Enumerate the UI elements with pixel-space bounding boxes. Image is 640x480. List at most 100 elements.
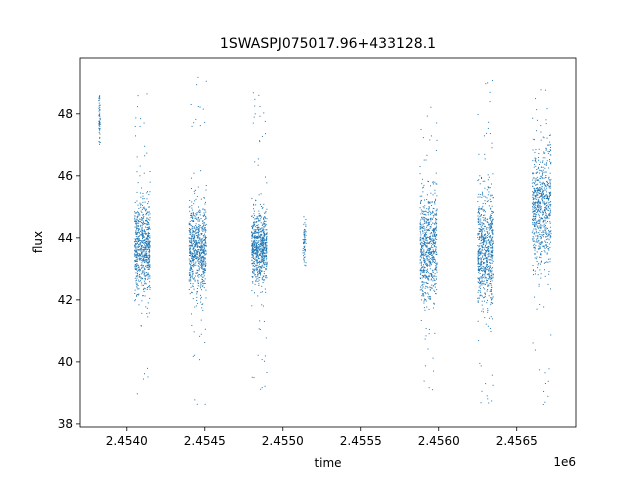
data-point	[261, 229, 263, 231]
data-point	[492, 302, 494, 304]
data-point	[538, 189, 540, 191]
data-point	[540, 208, 542, 210]
data-point	[144, 155, 146, 157]
data-point	[190, 256, 192, 258]
data-point	[534, 215, 536, 217]
data-point	[202, 244, 204, 246]
data-point	[435, 265, 437, 267]
data-point	[534, 139, 536, 141]
data-point	[435, 219, 437, 221]
data-point	[192, 259, 194, 261]
data-point	[533, 211, 535, 213]
data-point	[422, 213, 424, 215]
data-point	[254, 215, 256, 217]
data-point	[147, 267, 149, 269]
data-point	[420, 249, 422, 251]
data-point	[203, 246, 205, 248]
data-point	[134, 220, 136, 222]
data-point	[483, 240, 485, 242]
data-point	[251, 235, 253, 237]
data-point	[432, 257, 434, 259]
data-point	[143, 267, 145, 269]
data-point	[544, 157, 546, 159]
data-point	[547, 206, 549, 208]
data-point	[537, 202, 539, 204]
data-point	[203, 251, 205, 253]
data-point	[532, 138, 534, 140]
data-point	[148, 226, 150, 228]
data-point	[144, 273, 146, 275]
data-point	[432, 272, 434, 274]
data-point	[544, 185, 546, 187]
data-point	[251, 275, 253, 277]
data-point	[263, 237, 265, 239]
data-point	[421, 269, 423, 271]
data-point	[264, 248, 266, 250]
data-point	[546, 208, 548, 210]
data-point	[532, 218, 534, 220]
data-point	[543, 137, 545, 139]
data-point	[148, 211, 150, 213]
data-point	[433, 227, 435, 229]
data-point	[480, 264, 482, 266]
data-point	[146, 274, 148, 276]
data-point	[149, 281, 151, 283]
data-point	[192, 214, 194, 216]
data-point	[190, 225, 192, 227]
data-point	[534, 202, 536, 204]
data-point	[135, 254, 137, 256]
data-point	[548, 151, 550, 153]
data-point	[487, 274, 489, 276]
data-point	[477, 253, 479, 255]
data-point	[251, 259, 253, 261]
data-point	[204, 245, 206, 247]
data-point	[434, 283, 436, 285]
data-point	[426, 286, 428, 288]
data-point	[149, 241, 151, 243]
data-point	[423, 272, 425, 274]
data-point	[205, 252, 207, 254]
data-point	[542, 212, 544, 214]
data-point	[540, 190, 542, 192]
data-point	[536, 198, 538, 200]
data-point	[199, 249, 201, 251]
data-point	[190, 237, 192, 239]
data-point	[543, 183, 545, 185]
data-point	[425, 285, 427, 287]
data-point	[254, 226, 256, 228]
data-point	[423, 295, 425, 297]
data-point	[539, 189, 541, 191]
data-point	[533, 204, 535, 206]
data-point	[491, 221, 493, 223]
data-point	[535, 222, 537, 224]
data-point	[99, 114, 101, 116]
data-point	[265, 259, 267, 261]
data-point	[264, 242, 266, 244]
data-point	[545, 195, 547, 197]
data-point	[540, 166, 542, 168]
data-point	[492, 249, 494, 251]
data-point	[537, 237, 539, 239]
data-point	[147, 259, 149, 261]
data-point	[134, 246, 136, 248]
data-point	[191, 235, 193, 237]
data-point	[191, 235, 193, 237]
data-point	[533, 237, 535, 239]
data-point	[419, 221, 421, 223]
data-point	[490, 217, 492, 219]
data-point	[482, 282, 484, 284]
data-point	[428, 261, 430, 263]
data-point	[305, 226, 307, 228]
data-point	[304, 222, 306, 224]
data-point	[431, 234, 433, 236]
data-point	[538, 199, 540, 201]
data-point	[260, 222, 262, 224]
data-point	[549, 193, 551, 195]
data-point	[478, 231, 480, 233]
data-point	[203, 197, 205, 199]
data-point	[149, 245, 151, 247]
data-point	[549, 213, 551, 215]
data-point	[534, 240, 536, 242]
data-point	[428, 276, 430, 278]
data-point	[136, 222, 138, 224]
